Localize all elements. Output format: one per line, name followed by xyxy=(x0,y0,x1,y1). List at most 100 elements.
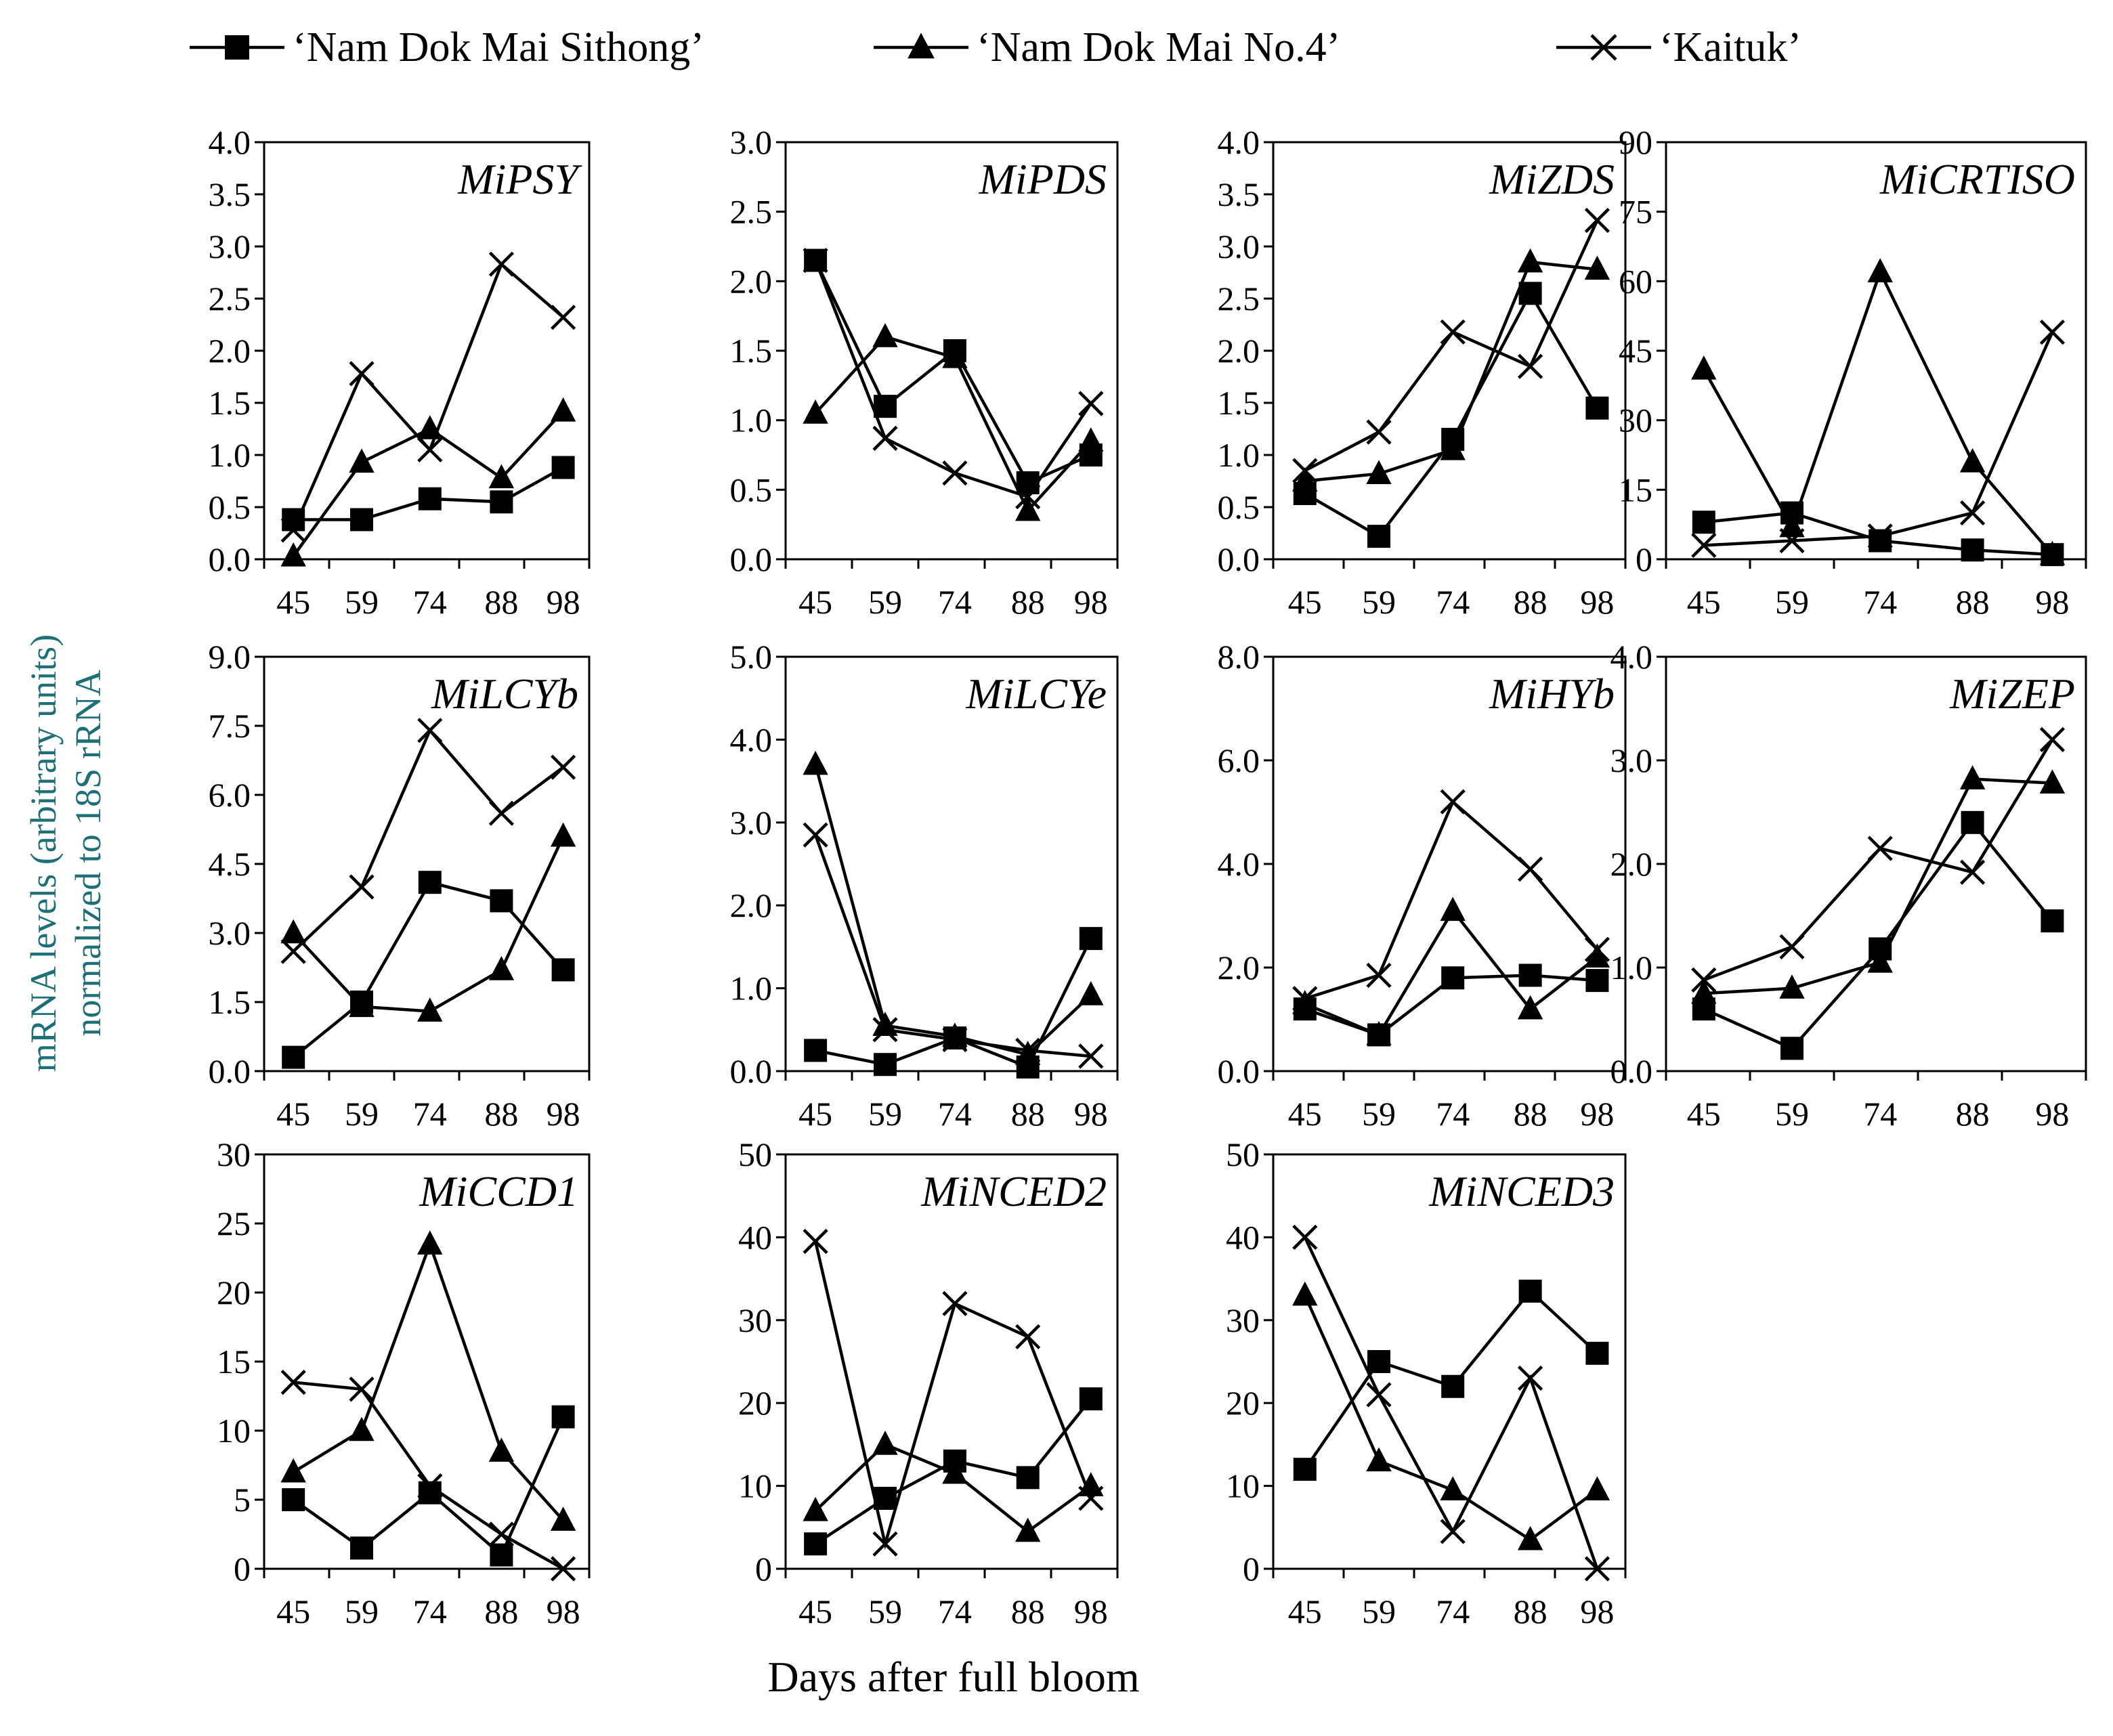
panel-mizds: 0.0 0.5 1.0 1.5 2.0 2.5 3.0 3.5 4.0 45 59 74 88 98 MiZ… xyxy=(1218,123,1627,621)
data-point-triangle xyxy=(1366,1447,1392,1472)
data-point-triangle xyxy=(280,1458,306,1483)
series-triangle xyxy=(803,750,1104,1065)
data-point-triangle xyxy=(349,993,375,1018)
legend-item-cross: ‘Kaituk’ xyxy=(1556,24,1801,70)
data-point-square xyxy=(551,958,575,982)
data-point-cross xyxy=(803,1228,828,1255)
panel-title: MiLCYb xyxy=(431,670,578,718)
y-tick-label: 4.0 xyxy=(1610,638,1653,676)
panel-title: MiCCD1 xyxy=(419,1167,578,1215)
y-tick-label: 7.5 xyxy=(209,707,251,745)
data-point-cross xyxy=(803,247,828,274)
data-point-cross xyxy=(1518,856,1543,882)
data-point-triangle xyxy=(1584,255,1610,280)
data-point-cross xyxy=(1960,500,1986,526)
panel-title: MiNCED3 xyxy=(1428,1167,1615,1215)
y-tick-label: 2.0 xyxy=(730,886,773,924)
y-tick-label: 1.5 xyxy=(1218,384,1260,422)
data-point-cross xyxy=(803,822,828,848)
y-tick-label: 20 xyxy=(1226,1384,1260,1422)
data-point-cross xyxy=(349,1376,375,1402)
legend-label: ‘Nam Dok Mai No.4’ xyxy=(977,24,1340,70)
data-point-square xyxy=(418,871,442,894)
x-tick-label: 59 xyxy=(868,1592,902,1630)
data-point-square xyxy=(1692,511,1715,534)
panel-miccd1: 0 5 10 15 20 25 30 45 59 74 88 98 MiCCD1 xyxy=(217,1135,591,1630)
data-point-square xyxy=(282,1045,305,1069)
series-cross xyxy=(1292,207,1610,483)
y-tick-label: 75 xyxy=(1619,193,1652,231)
series-triangle xyxy=(280,397,576,567)
data-point-square xyxy=(1079,1387,1103,1411)
x-tick-label: 45 xyxy=(798,1095,832,1133)
data-point-cross xyxy=(1440,319,1466,345)
data-point-cross xyxy=(872,425,898,451)
series-triangle xyxy=(280,1230,576,1531)
series-cross xyxy=(1691,320,2065,559)
panels: 0.0 0.5 1.0 1.5 2.0 2.5 3.0 3.5 4.0 45 59 74 88 98 MiP… xyxy=(209,123,2087,1630)
y-axis-label-line-2: normalized to 18S rRNA xyxy=(68,670,108,1036)
data-point-square xyxy=(1585,1341,1609,1365)
data-point-triangle xyxy=(803,1496,828,1521)
x-tick-label: 59 xyxy=(1362,1592,1396,1630)
legend: ‘Nam Dok Mai Sithong’ ‘Nam Dok Mai No.4’ ‘… xyxy=(190,24,1801,70)
legend-label: ‘Nam Dok Mai Sithong’ xyxy=(293,24,704,70)
data-point-triangle xyxy=(349,1416,375,1441)
data-point-square xyxy=(1585,396,1609,420)
panel-title: MiHYb xyxy=(1489,670,1615,718)
x-tick-label: 88 xyxy=(1011,1095,1045,1133)
panel-title: MiCRTISO xyxy=(1879,155,2075,203)
x-tick-label: 59 xyxy=(868,583,902,621)
plot-frame xyxy=(1272,141,1627,561)
series-line xyxy=(292,727,564,953)
y-tick-label: 4.0 xyxy=(1218,123,1260,161)
data-point-square xyxy=(2041,909,2064,933)
x-axis-label: Days after full bloom xyxy=(767,1653,1139,1701)
data-point-cross xyxy=(280,1370,306,1395)
y-tick-label: 3.0 xyxy=(730,123,773,161)
data-point-cross xyxy=(1078,1485,1104,1511)
data-point-triangle xyxy=(1078,980,1104,1005)
data-point-cross xyxy=(1015,1324,1041,1349)
series-cross xyxy=(280,251,576,543)
panel-title: MiPDS xyxy=(979,155,1107,203)
panel-mihyb: 0.0 2.0 4.0 6.0 8.0 45 59 74 88 98 MiHYb xyxy=(1218,638,1627,1133)
data-point-square xyxy=(1780,1037,1803,1060)
legend-item-triangle: ‘Nam Dok Mai No.4’ xyxy=(874,24,1340,70)
plot-frame xyxy=(784,1153,1119,1570)
data-point-triangle xyxy=(1292,990,1318,1014)
y-tick-label: 1.5 xyxy=(209,384,251,422)
data-point-triangle xyxy=(1440,1476,1466,1501)
data-point-square xyxy=(418,487,442,511)
data-point-triangle xyxy=(1779,974,1805,999)
data-point-cross xyxy=(1292,986,1318,1012)
data-point-triangle xyxy=(803,399,828,424)
data-point-triangle xyxy=(280,542,306,567)
series-cross xyxy=(803,822,1104,1069)
y-tick-label: 6.0 xyxy=(209,776,251,814)
x-tick-label: 98 xyxy=(1580,1592,1614,1630)
data-point-cross xyxy=(551,754,576,780)
x-tick-label: 74 xyxy=(1436,1095,1470,1133)
y-tick-label: 1.5 xyxy=(209,983,251,1021)
data-point-triangle xyxy=(550,822,576,847)
series-line xyxy=(1703,820,2054,1051)
data-point-square xyxy=(1441,966,1465,990)
panel-minced2: 0 10 20 30 40 50 45 59 74 88 98 MiNCED2 xyxy=(738,1135,1119,1630)
y-tick-label: 0.0 xyxy=(209,1052,251,1090)
y-tick-label: 2.0 xyxy=(209,332,251,370)
y-tick-label: 40 xyxy=(738,1218,772,1256)
y-tick-label: 1.5 xyxy=(730,332,773,370)
y-tick-label: 0.0 xyxy=(1218,1052,1260,1090)
series-triangle xyxy=(803,1431,1104,1542)
data-point-triangle xyxy=(550,1506,576,1531)
y-tick-label: 4.0 xyxy=(209,123,251,161)
legend-marker-cross xyxy=(1590,34,1617,61)
data-point-square xyxy=(1016,1466,1040,1490)
x-tick-label: 74 xyxy=(413,1095,447,1133)
y-tick-label: 50 xyxy=(738,1135,772,1173)
series-cross xyxy=(1292,1224,1610,1582)
panel-title: MiNCED2 xyxy=(920,1167,1107,1215)
data-point-cross xyxy=(1366,419,1392,445)
data-point-triangle xyxy=(803,750,828,775)
